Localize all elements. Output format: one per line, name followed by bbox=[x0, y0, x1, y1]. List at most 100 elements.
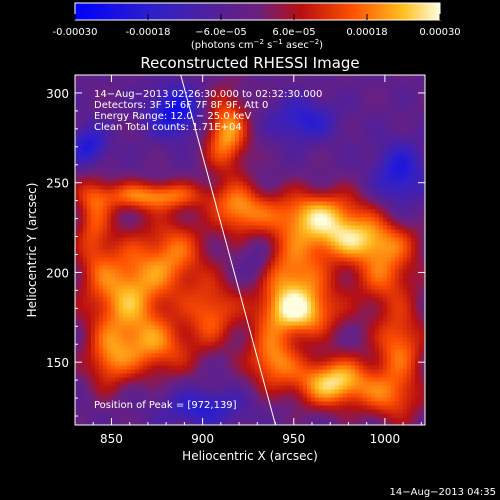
heatmap-cell bbox=[295, 421, 300, 425]
heatmap-cell bbox=[187, 409, 192, 414]
heatmap-cell bbox=[175, 405, 180, 410]
heatmap-cell bbox=[275, 373, 280, 378]
heatmap-cell bbox=[279, 353, 284, 358]
heatmap-cell bbox=[179, 81, 184, 86]
heatmap-cell bbox=[279, 205, 284, 210]
heatmap-cell bbox=[223, 393, 228, 398]
heatmap-cell bbox=[179, 145, 184, 150]
heatmap-cell bbox=[79, 333, 84, 338]
heatmap-cell bbox=[119, 369, 124, 374]
heatmap-cell bbox=[231, 389, 236, 394]
heatmap-cell bbox=[155, 77, 160, 82]
heatmap-cell bbox=[243, 233, 248, 238]
heatmap-cell bbox=[263, 221, 268, 226]
heatmap-cell bbox=[283, 149, 288, 154]
heatmap-cell bbox=[155, 393, 160, 398]
heatmap-cell bbox=[139, 137, 144, 142]
heatmap-cell bbox=[231, 365, 236, 370]
heatmap-cell bbox=[175, 293, 180, 298]
heatmap-cell bbox=[287, 353, 292, 358]
heatmap-cell bbox=[223, 409, 228, 414]
heatmap-cell bbox=[219, 197, 224, 202]
heatmap-cell bbox=[79, 93, 84, 98]
heatmap-cell bbox=[203, 377, 208, 382]
heatmap-cell bbox=[215, 141, 220, 146]
heatmap-cell bbox=[251, 289, 256, 294]
heatmap-cell bbox=[183, 213, 188, 218]
heatmap-cell bbox=[279, 305, 284, 310]
heatmap-cell bbox=[239, 309, 244, 314]
heatmap-cell bbox=[115, 277, 120, 282]
heatmap-cell bbox=[179, 293, 184, 298]
heatmap-cell bbox=[223, 333, 228, 338]
heatmap-cell bbox=[163, 221, 168, 226]
heatmap-cell bbox=[187, 153, 192, 158]
heatmap-cell bbox=[291, 389, 296, 394]
heatmap-cell bbox=[255, 361, 260, 366]
heatmap-cell bbox=[251, 333, 256, 338]
heatmap-cell bbox=[263, 237, 268, 242]
heatmap-cell bbox=[95, 165, 100, 170]
heatmap-cell bbox=[207, 305, 212, 310]
heatmap-cell bbox=[279, 193, 284, 198]
heatmap-cell bbox=[131, 353, 136, 358]
heatmap-cell bbox=[175, 209, 180, 214]
heatmap-cell bbox=[111, 413, 116, 418]
heatmap-cell bbox=[243, 353, 248, 358]
heatmap-cell bbox=[103, 353, 108, 358]
heatmap-cell bbox=[203, 153, 208, 158]
heatmap-cell bbox=[251, 409, 256, 414]
heatmap-cell bbox=[179, 289, 184, 294]
heatmap-cell bbox=[99, 341, 104, 346]
heatmap-cell bbox=[207, 75, 212, 78]
heatmap-cell bbox=[79, 97, 84, 102]
heatmap-cell bbox=[171, 321, 176, 326]
heatmap-cell bbox=[159, 373, 164, 378]
heatmap-cell bbox=[151, 105, 156, 110]
heatmap-cell bbox=[271, 277, 276, 282]
heatmap-cell bbox=[259, 373, 264, 378]
heatmap-cell bbox=[95, 237, 100, 242]
heatmap-cell bbox=[95, 305, 100, 310]
heatmap-cell bbox=[203, 297, 208, 302]
heatmap-cell bbox=[291, 237, 296, 242]
heatmap-cell bbox=[271, 325, 276, 330]
heatmap-cell bbox=[91, 93, 96, 98]
heatmap-cell bbox=[199, 253, 204, 258]
heatmap-cell bbox=[147, 333, 152, 338]
heatmap-cell bbox=[167, 345, 172, 350]
heatmap-cell bbox=[187, 193, 192, 198]
heatmap-cell bbox=[231, 385, 236, 390]
heatmap-cell bbox=[295, 393, 300, 398]
heatmap-cell bbox=[211, 261, 216, 266]
heatmap-cell bbox=[255, 397, 260, 402]
heatmap-cell bbox=[291, 385, 296, 390]
heatmap-cell bbox=[155, 413, 160, 418]
heatmap-cell bbox=[299, 361, 304, 366]
heatmap-cell bbox=[287, 97, 292, 102]
heatmap-cell bbox=[227, 229, 232, 234]
heatmap-cell bbox=[75, 301, 80, 306]
heatmap-cell bbox=[99, 141, 104, 146]
heatmap-cell bbox=[291, 305, 296, 310]
heatmap-cell bbox=[275, 93, 280, 98]
heatmap-cell bbox=[111, 397, 116, 402]
heatmap-cell bbox=[283, 269, 288, 274]
heatmap-cell bbox=[99, 401, 104, 406]
heatmap-cell bbox=[79, 161, 84, 166]
heatmap-cell bbox=[239, 193, 244, 198]
heatmap-cell bbox=[271, 125, 276, 130]
heatmap-cell bbox=[203, 229, 208, 234]
heatmap-cell bbox=[283, 393, 288, 398]
heatmap-cell bbox=[191, 221, 196, 226]
heatmap-cell bbox=[295, 137, 300, 142]
heatmap-cell bbox=[207, 241, 212, 246]
heatmap-cell bbox=[147, 329, 152, 334]
heatmap-cell bbox=[151, 75, 156, 78]
heatmap-cell bbox=[87, 249, 92, 254]
heatmap-cell bbox=[223, 293, 228, 298]
heatmap-cells bbox=[75, 75, 425, 425]
heatmap-cell bbox=[123, 361, 128, 366]
heatmap-cell bbox=[91, 329, 96, 334]
heatmap-cell bbox=[119, 305, 124, 310]
